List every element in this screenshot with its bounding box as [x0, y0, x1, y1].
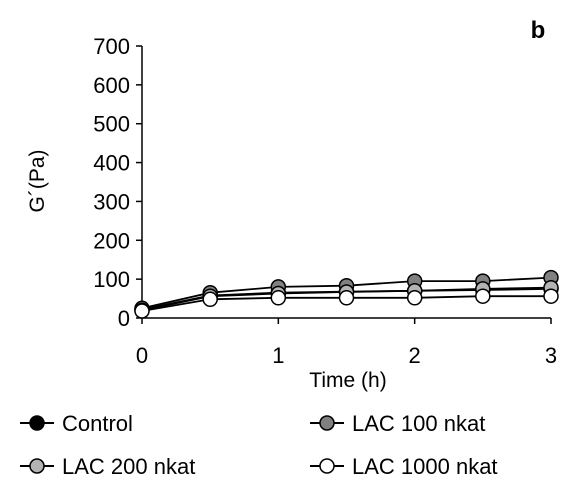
- x-tick-label: 2: [409, 343, 421, 368]
- y-axis-title: G´(Pa): [26, 150, 49, 213]
- legend-label-control: Control: [62, 411, 133, 436]
- y-tick-label: 100: [93, 267, 130, 292]
- data-point: [543, 288, 559, 304]
- tick-labels: 0 100 200 300 400 500 600 700 0 1 2 3: [93, 34, 557, 368]
- legend-item-lac-1000: LAC 1000 nkat: [310, 454, 498, 479]
- series-lac-1000-nkat: [134, 288, 559, 319]
- data-point: [270, 290, 287, 306]
- data-point: [202, 291, 218, 308]
- y-tick-label: 300: [93, 189, 130, 214]
- legend: Control LAC 100 nkat LAC 200 nkat LAC 10…: [20, 411, 498, 479]
- x-tick-label: 0: [136, 343, 148, 368]
- y-tick-label: 700: [93, 34, 130, 59]
- y-tick-label: 200: [93, 228, 130, 253]
- legend-item-lac-100: LAC 100 nkat: [310, 411, 485, 436]
- legend-marker-lac-1000: [319, 458, 335, 474]
- legend-marker-lac-200: [29, 458, 45, 474]
- y-tick-label: 600: [93, 73, 130, 98]
- data-point: [338, 290, 355, 306]
- legend-label-lac-100: LAC 100 nkat: [352, 411, 485, 436]
- y-tick-label: 400: [93, 151, 130, 176]
- legend-item-control: Control: [20, 411, 133, 436]
- data-point: [134, 303, 150, 319]
- x-tick-label: 1: [272, 343, 284, 368]
- legend-marker-control: [29, 415, 45, 431]
- y-tick-label: 500: [93, 112, 130, 137]
- legend-label-lac-200: LAC 200 nkat: [62, 454, 195, 479]
- legend-marker-lac-100: [319, 415, 335, 431]
- legend-label-lac-1000: LAC 1000 nkat: [352, 454, 498, 479]
- panel-label: b: [531, 17, 546, 44]
- x-axis-title: Time (h): [309, 369, 386, 392]
- legend-item-lac-200: LAC 200 nkat: [20, 454, 195, 479]
- axes: [136, 45, 552, 324]
- plot-series: [134, 269, 559, 319]
- data-point: [475, 288, 491, 304]
- data-point: [406, 290, 423, 306]
- y-tick-label: 0: [118, 306, 130, 331]
- x-tick-label: 3: [545, 343, 557, 368]
